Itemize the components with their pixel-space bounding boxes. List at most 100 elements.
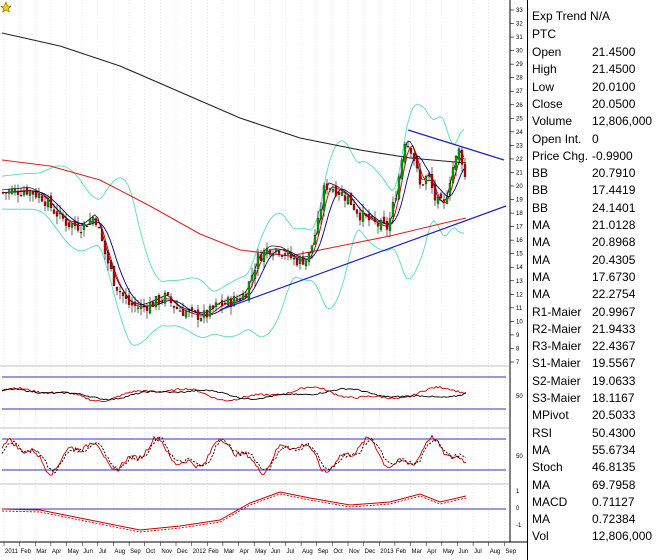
candle-body bbox=[247, 281, 251, 301]
info-row: MA 55.6734 bbox=[532, 442, 660, 459]
info-row-value: 22.2754 bbox=[592, 287, 636, 302]
time-tick-label: Sep bbox=[130, 549, 141, 555]
info-title-text: Exp Trend N/A bbox=[532, 9, 611, 23]
candle-body bbox=[295, 258, 299, 266]
bollinger-upper bbox=[1, 104, 465, 292]
candle-body bbox=[451, 167, 455, 184]
candle-body bbox=[274, 248, 278, 252]
price-tick-label: 20 bbox=[516, 184, 523, 190]
candle-body bbox=[460, 149, 464, 165]
info-row: MA 20.8968 bbox=[532, 234, 660, 251]
time-tick-label: Sep bbox=[318, 549, 329, 555]
ma-long-red bbox=[1, 159, 467, 257]
candle-body bbox=[262, 250, 266, 262]
candle-body bbox=[379, 220, 383, 230]
resistance-trendline bbox=[407, 129, 505, 161]
info-row-label: Open bbox=[532, 45, 562, 59]
candle-body bbox=[424, 176, 428, 185]
time-tick-label: Aug bbox=[114, 549, 125, 555]
candle-body bbox=[118, 291, 122, 293]
info-row-label: Open Int. bbox=[532, 131, 582, 146]
candle-body bbox=[163, 292, 167, 304]
candle-body bbox=[370, 216, 374, 218]
candle-body bbox=[256, 253, 260, 269]
candle-body bbox=[355, 209, 359, 214]
stoch-line bbox=[1, 434, 467, 476]
candle-body bbox=[184, 311, 188, 318]
info-row-value: 17.6730 bbox=[592, 269, 636, 284]
candle-body bbox=[145, 307, 149, 311]
candle-body bbox=[316, 218, 320, 234]
candle-body bbox=[157, 295, 161, 305]
time-tick-label: May bbox=[443, 549, 454, 555]
candle-body bbox=[373, 217, 377, 222]
candle-body bbox=[304, 260, 308, 267]
candle-body bbox=[244, 294, 248, 298]
price-tick-label: 26 bbox=[516, 103, 523, 109]
stock-chart[interactable]: 3332313029282726252423222120191817161514… bbox=[0, 0, 527, 560]
bollinger-bands bbox=[1, 104, 465, 346]
time-tick-label: 2013 bbox=[380, 549, 394, 555]
info-row-label: S1-Maier bbox=[532, 356, 581, 371]
candle-body bbox=[148, 302, 152, 314]
info-row-label: R3-Maier bbox=[532, 339, 582, 354]
price-tick-label: 19 bbox=[516, 198, 523, 204]
info-row-value: 19.5567 bbox=[592, 356, 636, 371]
price-tick-label: 14 bbox=[516, 265, 523, 271]
candle-body bbox=[16, 191, 20, 195]
info-row-label: Close bbox=[532, 96, 563, 111]
candle-body bbox=[55, 211, 59, 217]
price-tick-label: 30 bbox=[516, 49, 523, 55]
bollinger-lower bbox=[1, 208, 465, 346]
info-row-label: Price Chg. bbox=[532, 148, 589, 163]
candle-body bbox=[124, 295, 128, 299]
info-row-value: 20.8968 bbox=[592, 235, 636, 250]
candle-body bbox=[67, 222, 71, 228]
candle-body bbox=[289, 252, 293, 259]
candle-body bbox=[292, 258, 296, 260]
info-row-value: 55.6734 bbox=[592, 442, 636, 457]
info-row-label: BB bbox=[532, 183, 549, 198]
candle-body bbox=[76, 223, 80, 231]
candle-body bbox=[40, 195, 44, 202]
info-symbol: PTC bbox=[532, 26, 660, 43]
rsi-line bbox=[1, 385, 467, 403]
candle-body bbox=[127, 295, 131, 305]
info-row-value: 20.9967 bbox=[592, 304, 636, 319]
info-row: R2-Maier 21.9433 bbox=[532, 321, 660, 338]
candle-body bbox=[31, 191, 35, 195]
candle-body bbox=[319, 209, 323, 220]
macd-signal-line bbox=[1, 493, 467, 533]
price-tick-label: 18 bbox=[516, 211, 523, 217]
candle-body bbox=[457, 148, 461, 160]
time-tick-label: Jul bbox=[99, 549, 107, 555]
candle-body bbox=[214, 302, 218, 308]
candle-body bbox=[136, 307, 140, 309]
rsi-tick-label: 50 bbox=[516, 394, 523, 400]
time-tick-label: Aug bbox=[490, 549, 501, 555]
candle-body bbox=[229, 298, 233, 307]
info-row-value: 20.0500 bbox=[592, 96, 636, 111]
time-tick-label: Dec bbox=[365, 549, 376, 555]
info-row: MA 69.7958 bbox=[532, 477, 660, 494]
candle-body bbox=[343, 195, 347, 201]
info-row-value: 20.4305 bbox=[592, 252, 636, 267]
chart-area[interactable]: 33 32 31 30 29 28 27 26 25 24 23 22 21 20 19 18 17 16 15 14… bbox=[0, 0, 527, 560]
candle-body bbox=[382, 216, 386, 223]
rsi-ma-line bbox=[1, 387, 467, 401]
candlesticks bbox=[1, 140, 467, 328]
time-tick-label: Apr bbox=[427, 549, 436, 555]
info-row: BB 17.4419 bbox=[532, 182, 660, 199]
candle-body bbox=[70, 223, 74, 228]
time-tick-label: Feb bbox=[21, 549, 32, 555]
info-row-value: 20.0100 bbox=[592, 79, 636, 94]
info-row-label: S3-Maier bbox=[532, 391, 581, 405]
candle-body bbox=[139, 305, 143, 309]
candle-body bbox=[433, 185, 437, 201]
info-row-label: MA bbox=[532, 252, 550, 267]
candle-body bbox=[367, 213, 371, 221]
info-row-label: BB bbox=[532, 166, 549, 181]
time-tick-label: May bbox=[255, 549, 266, 555]
price-tick-label: 10 bbox=[516, 319, 523, 325]
moving-averages bbox=[1, 32, 467, 316]
